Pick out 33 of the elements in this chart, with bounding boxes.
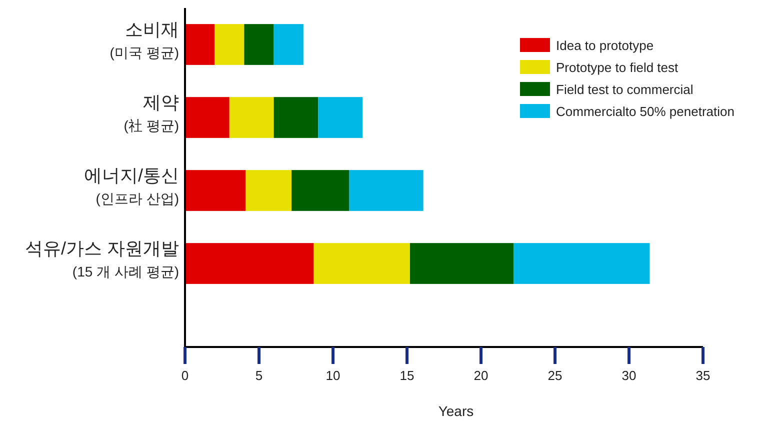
x-axis-title: Years: [438, 403, 474, 419]
bar: [229, 97, 274, 138]
y-tick-label: 에너지/통신 (인프라 산업): [84, 166, 179, 206]
y-tick-label: 석유/가스 자원개발 (15 개 사례 평균): [24, 238, 179, 280]
x-tick-label: 30: [622, 368, 636, 383]
bar: [274, 24, 304, 65]
x-tick-label: 10: [326, 368, 340, 383]
bar: [349, 170, 424, 211]
x-tick-label: 0: [181, 368, 189, 383]
bar: [314, 243, 410, 284]
bar: [185, 170, 246, 211]
legend-label: Field test to commercial: [556, 82, 694, 97]
bar: [274, 97, 318, 138]
bar: [185, 24, 215, 65]
bar: [185, 243, 314, 284]
x-tick-label: 35: [696, 368, 710, 383]
bar: [214, 24, 244, 65]
x-tick-label: 20: [474, 368, 488, 383]
bar: [318, 97, 363, 138]
legend-label: Commercialto 50% penetration: [556, 104, 734, 119]
legend-label: Prototype to field test: [556, 60, 679, 75]
y-tick-label: 제약 (社 평균): [124, 92, 179, 134]
x-tick-label: 25: [548, 368, 562, 383]
bar: [292, 170, 350, 211]
legend-label: Idea to prototype: [556, 38, 654, 53]
y-tick-label: 소비재 (미국 평균): [110, 20, 179, 60]
bar: [410, 243, 514, 284]
bar: [514, 243, 650, 284]
bar: [185, 97, 230, 138]
x-tick-label: 5: [255, 368, 263, 383]
bar: [246, 170, 292, 211]
x-tick-label: 15: [400, 368, 414, 383]
bar: [244, 24, 274, 65]
